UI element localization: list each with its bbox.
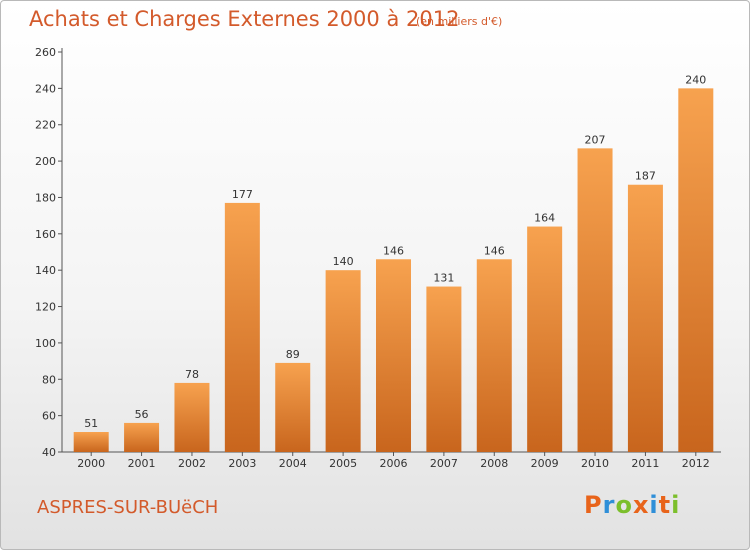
y-tick-label: 160 <box>35 228 56 241</box>
value-label-2008: 146 <box>484 244 505 257</box>
bar-2010 <box>577 148 613 452</box>
x-tick-label-2012: 2012 <box>682 457 710 470</box>
y-tick-label: 80 <box>42 373 56 386</box>
y-tick-label: 260 <box>35 46 56 59</box>
x-axis: 2000 2001 2002 2003 2004 2005 2006 2007 2008 2009… <box>62 451 721 470</box>
y-tick-label: 200 <box>35 155 56 168</box>
value-label-2010: 207 <box>585 133 606 146</box>
value-label-2007: 131 <box>433 272 454 285</box>
value-label-2001: 56 <box>135 408 149 421</box>
bar-2012 <box>678 88 714 452</box>
x-tick-label-2006: 2006 <box>380 457 408 470</box>
chart-title: Achats et Charges Externes 2000 à 2012 <box>29 7 460 31</box>
y-tick-label: 240 <box>35 82 56 95</box>
y-tick-label: 120 <box>35 301 56 314</box>
x-tick-label-2003: 2003 <box>228 457 256 470</box>
logo-letter: P <box>584 491 603 519</box>
x-tick-label-2005: 2005 <box>329 457 357 470</box>
y-tick-label: 220 <box>35 119 56 132</box>
logo-letter: r <box>602 491 616 519</box>
x-tick-label-2009: 2009 <box>531 457 559 470</box>
value-label-2005: 140 <box>333 255 354 268</box>
value-label-2011: 187 <box>635 170 656 183</box>
bar-2005 <box>325 270 361 452</box>
x-tick-label-2007: 2007 <box>430 457 458 470</box>
bar-2008 <box>476 259 512 452</box>
y-tick-label: 40 <box>42 446 56 459</box>
bar-2011 <box>627 184 663 452</box>
x-tick-label-2011: 2011 <box>631 457 659 470</box>
y-tick-label: 60 <box>42 410 56 423</box>
value-label-2003: 177 <box>232 188 253 201</box>
logo-letter: t <box>658 491 672 519</box>
bar-2009 <box>527 226 563 452</box>
x-tick-label-2010: 2010 <box>581 457 609 470</box>
x-tick-label-2004: 2004 <box>279 457 307 470</box>
value-label-2009: 164 <box>534 212 555 225</box>
x-tick-label-2000: 2000 <box>77 457 105 470</box>
x-tick-label-2008: 2008 <box>480 457 508 470</box>
commune-name: ASPRES-SUR-BUëCH <box>37 497 219 518</box>
bar-2007 <box>426 286 462 452</box>
value-label-2006: 146 <box>383 244 404 257</box>
y-tick-label: 140 <box>35 264 56 277</box>
bar-2004 <box>275 362 311 452</box>
logo-letter: i <box>649 491 659 519</box>
bar-2001 <box>124 422 160 452</box>
bar-2006 <box>376 259 411 452</box>
y-tick-label: 100 <box>35 337 56 350</box>
x-tick-label-2001: 2001 <box>128 457 156 470</box>
logo-letter: x <box>632 491 650 519</box>
value-label-2004: 89 <box>286 348 300 361</box>
bar-2003 <box>224 202 260 452</box>
logo-letter: i <box>671 491 681 519</box>
y-tick-label: 180 <box>35 191 56 204</box>
logo-letter: o <box>615 491 633 519</box>
bar-2000 <box>73 432 109 452</box>
proxiti-logo[interactable]: Proxiti <box>584 491 680 519</box>
bar-2002 <box>174 382 210 452</box>
bars <box>73 88 714 452</box>
value-label-2012: 240 <box>685 73 706 86</box>
value-labels: 51 56 78 177 89 140 146 131 146 164 207 187 240 <box>84 73 706 430</box>
value-label-2000: 51 <box>84 417 98 430</box>
chart-subtitle: (en milliers d'€) <box>416 15 503 28</box>
value-label-2002: 78 <box>185 368 199 381</box>
x-tick-label-2002: 2002 <box>178 457 206 470</box>
y-axis: 40 60 80 100 120 140 160 180 200 220 240 260 <box>35 46 63 459</box>
